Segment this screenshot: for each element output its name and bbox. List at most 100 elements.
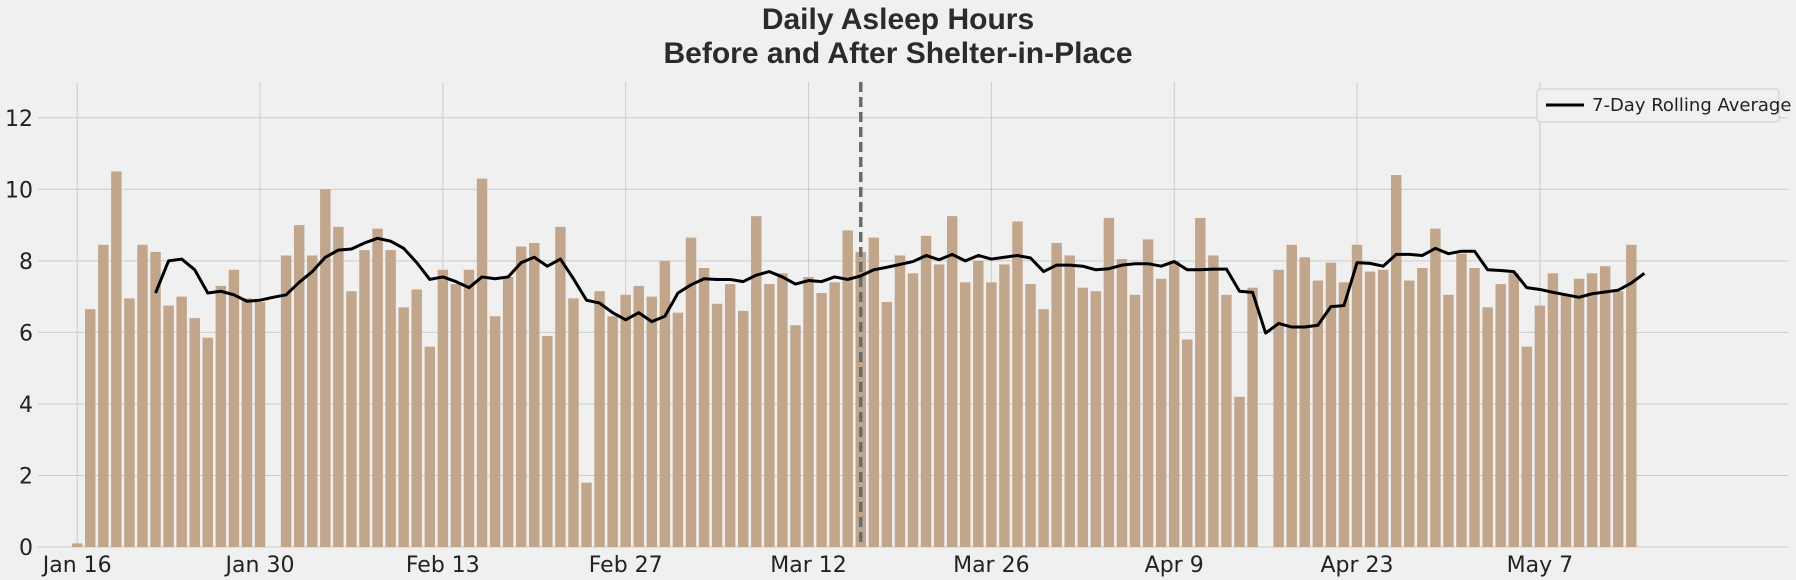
y-tick-label: 0 [19,536,33,561]
bar [581,482,592,547]
bar [228,269,240,547]
chart-title-line2: Before and After Shelter-in-Place [664,37,1133,70]
bar [515,246,527,548]
bar [476,178,488,548]
bar [1247,287,1258,547]
bar [790,325,801,547]
bar [1469,268,1480,547]
x-tick-label: Apr 23 [1321,553,1394,578]
y-tick-label: 4 [19,393,33,418]
bar [764,284,775,547]
bar [1195,217,1206,547]
bar [411,289,422,547]
bar [1573,278,1585,547]
bar [698,268,710,547]
bar [437,269,449,547]
bar [1273,269,1284,547]
bar [1064,255,1075,547]
bar [254,301,266,547]
bar [1613,291,1624,547]
bar [868,237,880,547]
bar [1390,175,1402,547]
bar [85,309,96,547]
y-tick-label: 8 [19,250,33,275]
bar [986,282,997,547]
bar [346,291,357,547]
bar [307,255,318,547]
bar [894,255,906,547]
x-tick-label: Feb 27 [589,553,663,578]
bar [1430,228,1441,547]
bar [1482,307,1493,547]
bar [189,318,200,547]
x-tick-label: Mar 12 [770,553,847,578]
bar [111,171,122,547]
bar [607,316,618,547]
bar [293,225,305,548]
bar [137,244,148,547]
bar [71,543,83,547]
bar [920,235,932,548]
bar [1508,273,1519,547]
bar [502,276,514,547]
x-tick-label: Apr 9 [1145,553,1204,578]
bar [1364,271,1376,547]
bar [933,264,945,547]
bar [1077,287,1088,547]
bar [163,305,174,547]
bar [842,230,853,547]
bar [1547,273,1559,547]
bar [594,291,605,547]
bar [751,216,762,547]
y-tick-label: 6 [19,321,33,346]
bar [724,284,736,547]
bar [529,242,540,547]
y-tick-label: 2 [19,464,33,489]
bar [280,255,292,547]
bar [816,293,827,547]
bar [1443,294,1454,547]
bar [1038,309,1049,547]
bar [176,296,187,547]
bar [1221,294,1232,547]
bar [489,316,501,547]
bar [320,189,331,548]
bar [1312,280,1324,547]
bar [1351,244,1363,547]
y-tick-label: 10 [5,178,33,203]
bar [1182,339,1193,547]
bar [1338,282,1350,547]
bar [907,273,919,547]
bar [738,310,749,547]
bar [359,250,370,547]
bar [1090,291,1102,547]
bar [711,303,723,547]
bar [1377,269,1389,547]
bar [1103,217,1115,547]
legend-box [1536,88,1780,123]
bar [1234,396,1245,547]
bar [150,251,161,547]
bar [1299,257,1311,547]
bar [1155,278,1167,547]
bar [215,285,227,547]
bar [1025,284,1036,547]
bar [398,307,409,547]
bar [646,296,658,547]
bar [1521,346,1533,547]
bar [555,226,566,547]
axis-ticks: 0 2 4 6 8 10 12 Jan 16 Jan 30 Feb 13 Feb 27 Mar 12 M… [5,107,1573,578]
y-tick-label: 12 [5,107,33,132]
bar [672,312,684,547]
bar [960,282,971,547]
bar [202,337,213,547]
bar [685,237,697,547]
bar [1626,244,1637,547]
bar [98,244,109,547]
bar [1012,221,1023,547]
bar [450,284,462,547]
chart-title-line1: Daily Asleep Hours [762,3,1034,36]
bar [463,269,475,547]
bar [1208,255,1219,547]
